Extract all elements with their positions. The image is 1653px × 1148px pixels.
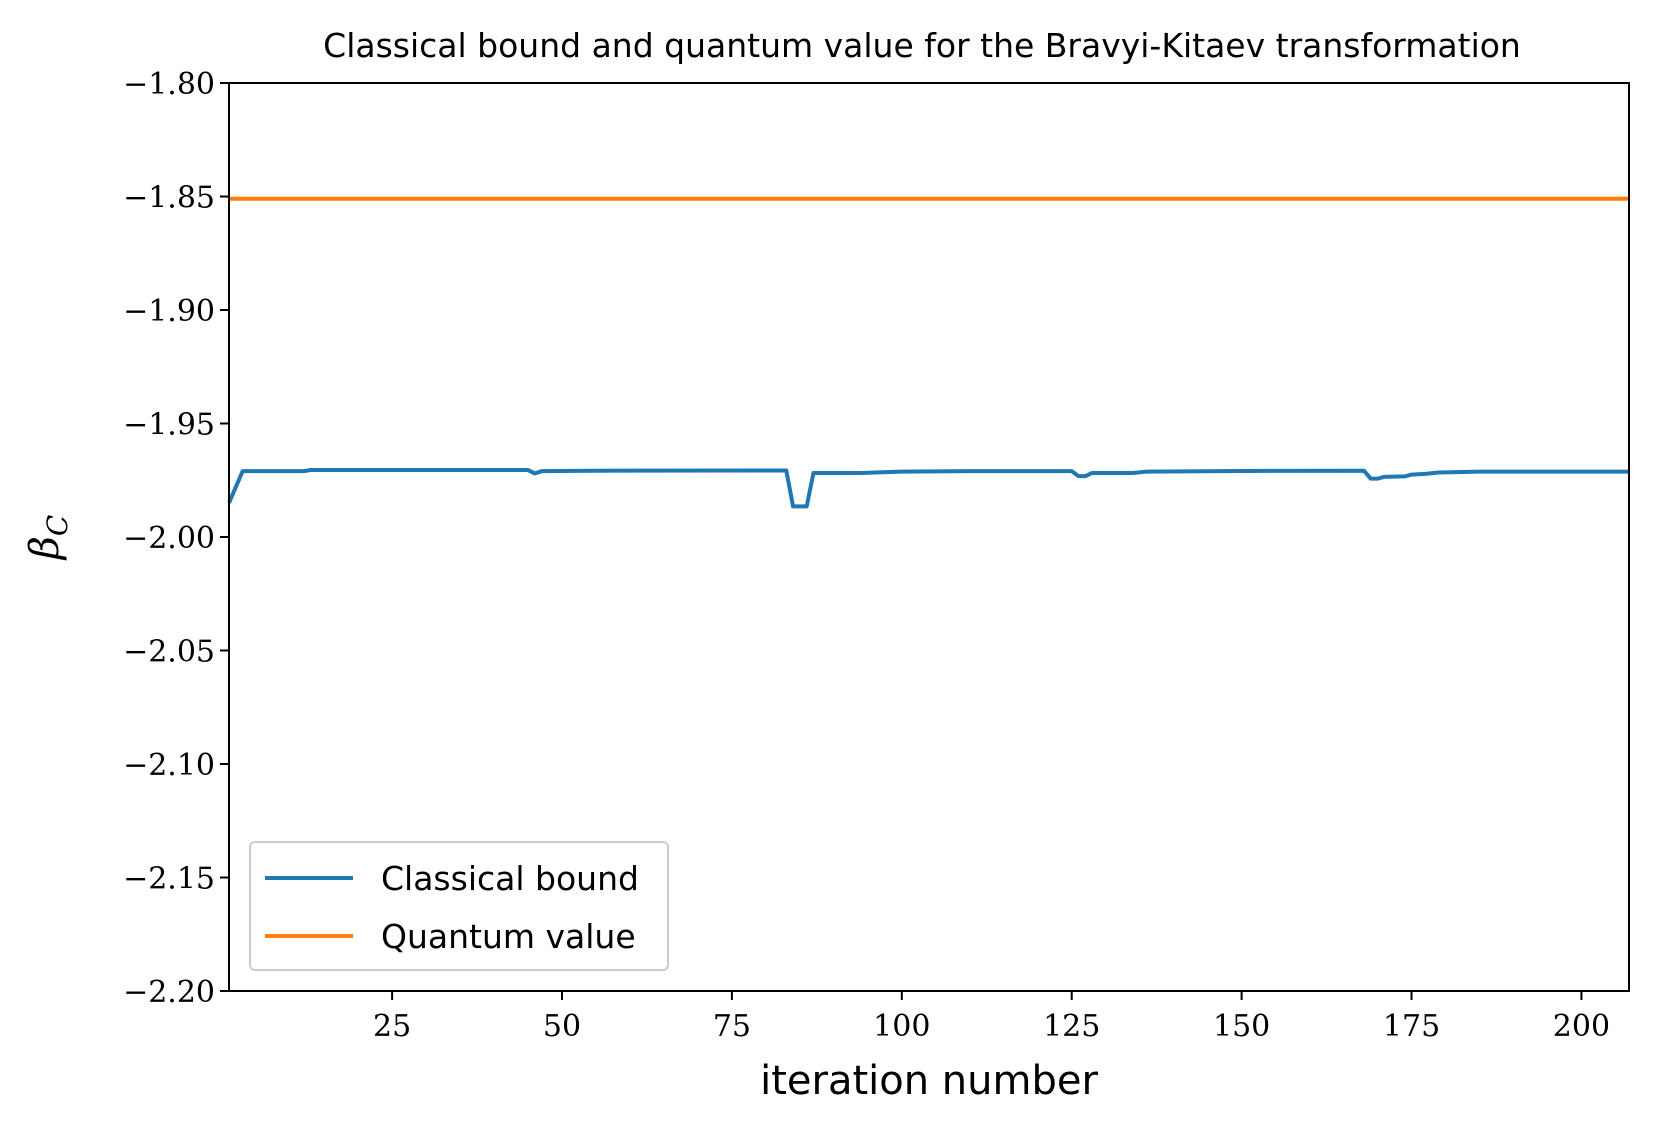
series-line-classical-bound [227, 468, 1629, 509]
x-tick-label: 200 [1553, 1009, 1610, 1044]
legend-label: Quantum value [381, 917, 636, 956]
legend-box [249, 841, 669, 971]
x-axis-label: iteration number [760, 1058, 1098, 1104]
y-axis-label-main: β [22, 536, 68, 561]
y-axis-ticks: −1.80 −1.85 −1.90 −1.95 −2.00 −2.05 −2.10 −2.15… [123, 67, 229, 1010]
x-tick-label: 50 [543, 1009, 581, 1044]
y-tick-label: −1.85 [123, 181, 215, 216]
series-layer [227, 196, 1629, 509]
y-tick-label: −1.90 [123, 294, 215, 329]
y-tick-label: −2.00 [123, 521, 215, 556]
x-tick-label: 25 [373, 1009, 411, 1044]
y-tick-label: −1.80 [123, 67, 215, 102]
x-tick-label: 125 [1043, 1009, 1100, 1044]
x-tick-label: 150 [1213, 1009, 1270, 1044]
legend: Classical bound Quantum value [249, 841, 669, 971]
y-axis-label: βC [22, 515, 74, 562]
y-tick-label: −2.20 [123, 975, 215, 1010]
x-tick-label: 75 [713, 1009, 751, 1044]
y-tick-label: −2.10 [123, 748, 215, 783]
chart-title: Classical bound and quantum value for th… [323, 26, 1521, 65]
x-tick-label: 175 [1383, 1009, 1440, 1044]
y-axis-label-subscript: C [41, 515, 74, 536]
y-tick-label: −2.15 [123, 862, 215, 897]
y-tick-label: −1.95 [123, 408, 215, 443]
x-tick-label: 100 [873, 1009, 930, 1044]
y-tick-label: −2.05 [123, 635, 215, 670]
x-axis-ticks: 25 50 75 100 125 150 175 200 [373, 991, 1610, 1044]
legend-label: Classical bound [381, 859, 639, 898]
